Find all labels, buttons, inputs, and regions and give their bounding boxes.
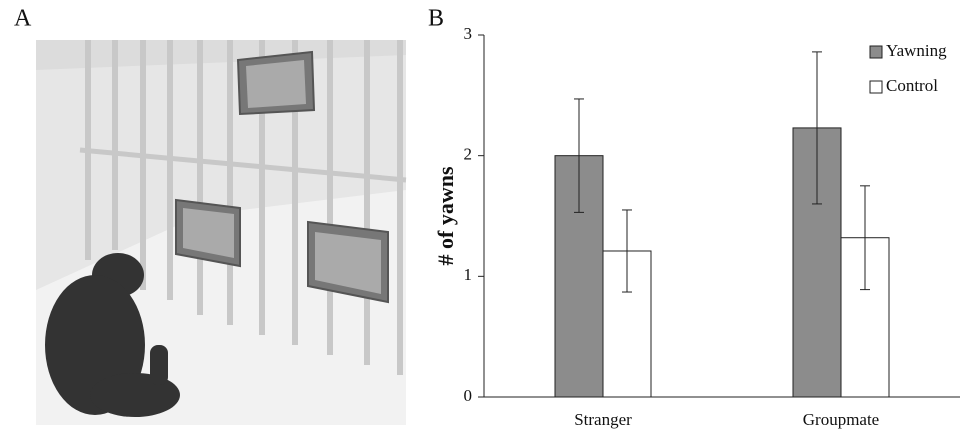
error-bar [812,51,822,205]
x-tick-label: Groupmate [803,410,879,429]
error-bar [860,185,870,291]
y-tick-label: 1 [464,265,473,284]
illustration [36,40,407,425]
x-tick-label: Stranger [574,410,632,429]
y-tick-label: 0 [464,386,473,405]
legend-swatch [869,80,883,94]
error-bar [574,98,584,213]
y-tick-label: 2 [464,145,473,164]
legend-label: Control [886,76,938,95]
panel-label: A [14,6,32,32]
legend-label: Yawning [886,41,947,60]
y-axis-label: # of yawns [433,166,458,265]
legend-swatch [869,45,883,59]
y-tick-label: 3 [464,24,473,43]
panel-label: B [428,6,444,32]
error-bar [622,209,632,293]
